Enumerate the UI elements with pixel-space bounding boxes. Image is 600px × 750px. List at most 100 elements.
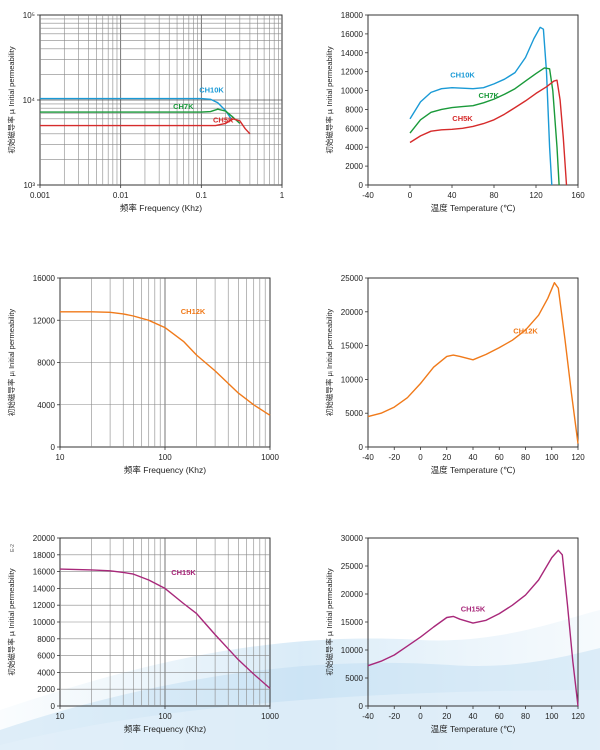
series-label-ch7k: CH7K (173, 102, 194, 111)
y-tick-label: 20000 (33, 534, 56, 543)
x-tick-label: 100 (545, 712, 559, 721)
x-axis-label: 频率 Frequency (Khz) (124, 465, 206, 475)
y-tick-label: 10000 (341, 87, 364, 96)
x-tick-label: 60 (495, 712, 504, 721)
x-tick-label: 160 (571, 191, 585, 200)
x-tick-label: 10 (56, 453, 65, 462)
y-axis-label: 初始磁导率 μᵢ Initial permeability (324, 46, 334, 153)
x-tick-label: 0.01 (113, 191, 129, 200)
x-axis-label: 温度 Temperature (℃) (431, 724, 516, 734)
plot-frame (367, 14, 579, 186)
y-tick-label: 14000 (341, 49, 364, 58)
x-tick-label: 0 (418, 712, 423, 721)
y-tick-label: 0 (359, 443, 364, 452)
series-label-ch15k: CH15K (461, 604, 486, 613)
series-label-ch10k: CH10K (450, 70, 475, 79)
x-tick-label: 10 (56, 712, 65, 721)
y-tick-label: 25000 (341, 274, 364, 283)
y-tick-label: 4000 (345, 143, 363, 152)
x-tick-label: 100 (158, 712, 172, 721)
y-tick-label: 5000 (345, 674, 363, 683)
background-wave-decoration (0, 610, 600, 750)
series-label-ch10k: CH10K (199, 86, 224, 95)
series-line-ch7k (409, 67, 560, 186)
x-tick-label: 0.001 (30, 191, 51, 200)
x-tick-label: 60 (495, 453, 504, 462)
x-tick-label: 80 (521, 712, 530, 721)
series-line-ch10k (409, 26, 553, 186)
chart-6: -40 -20 0 20 40 60 80 100 120 0 5000 10000 15000 2000… (324, 534, 585, 734)
series-label-ch5k: CH5K (452, 114, 473, 123)
y-tick-label: 0 (359, 702, 364, 711)
y-tick-label: 0 (51, 443, 56, 452)
x-tick-label: 0 (418, 453, 423, 462)
x-tick-label: -20 (388, 712, 400, 721)
y-axis-label: 初始磁导率 μᵢ Initial permeability (324, 309, 334, 416)
tiny-mark: E-2 (10, 544, 16, 552)
y-tick-label: 4000 (37, 668, 55, 677)
x-tick-label: 0 (408, 191, 413, 200)
plot-frame (367, 537, 579, 707)
y-tick-label: 12000 (33, 601, 56, 610)
y-tick-label: 16000 (33, 568, 56, 577)
y-tick-label: 10000 (341, 646, 364, 655)
y-tick-label: 25000 (341, 562, 364, 571)
x-tick-label: 0.1 (196, 191, 208, 200)
series-line-ch12k (367, 282, 579, 444)
y-tick-label: 14000 (33, 584, 56, 593)
y-tick-label: 15000 (341, 342, 364, 351)
series-line-ch5k (409, 79, 568, 186)
y-axis-label: 初始磁导率 μᵢ Initial permeability (6, 46, 16, 153)
grid-lines (60, 538, 270, 706)
y-tick-label: 18000 (341, 11, 364, 20)
series-line-ch12k (60, 311, 271, 416)
x-tick-label: 120 (529, 191, 543, 200)
y-tick-label: 2000 (37, 685, 55, 694)
x-axis-label: 温度 Temperature (℃) (431, 465, 516, 475)
y-tick-label: 10000 (341, 375, 364, 384)
x-tick-label: -40 (362, 712, 374, 721)
x-tick-label: 120 (571, 453, 585, 462)
x-tick-label: -40 (362, 453, 374, 462)
x-tick-label: 40 (448, 191, 457, 200)
x-tick-label: -40 (362, 191, 374, 200)
x-tick-label: -20 (388, 453, 400, 462)
y-tick-label: 2000 (345, 162, 363, 171)
y-tick-label: 8000 (37, 635, 55, 644)
chart-5: 10 100 10000200040006000800010000120001400… (6, 534, 279, 734)
y-tick-label: 16000 (341, 30, 364, 39)
plot-frame (367, 277, 579, 448)
x-axis-label: 频率 Frequency (Khz) (120, 203, 202, 213)
y-tick-label: 30000 (341, 534, 364, 543)
y-tick-label: 4000 (37, 401, 55, 410)
y-tick-label: 10⁴ (23, 96, 36, 105)
chart-3: 10 100 1000 0 4000 8000 12000 16000 频率 Frequency… (6, 274, 279, 475)
y-axis-label: 初始磁导率 μᵢ Initial permeability (6, 309, 16, 416)
series-line-ch10k (40, 97, 233, 121)
x-tick-label: 80 (490, 191, 499, 200)
series-line-ch7k (40, 108, 241, 124)
series-line-ch15k (367, 549, 579, 707)
y-tick-label: 8000 (37, 359, 55, 368)
grid-lines (60, 278, 270, 447)
y-tick-label: 16000 (33, 274, 56, 283)
x-axis-label: 频率 Frequency (Khz) (124, 724, 206, 734)
chart-2: -40 0 40 80 120 16002000400060008000100001200… (324, 11, 585, 213)
grid-lines (40, 15, 282, 185)
chart-4: -40 -20 0 20 40 60 80 100 120 0 5000 10000 15000 2000… (324, 274, 585, 475)
x-tick-label: 100 (158, 453, 172, 462)
series-line-ch15k (59, 568, 271, 689)
y-tick-label: 6000 (345, 124, 363, 133)
series-label-ch7k: CH7K (479, 91, 500, 100)
x-tick-label: 40 (469, 712, 478, 721)
y-axis-label: 初始磁导率 μᵢ Initial permeability (6, 568, 16, 675)
y-tick-label: 0 (359, 181, 364, 190)
y-axis-label: 初始磁导率 μᵢ Initial permeability (324, 568, 334, 675)
series-label-ch12k: CH12K (513, 326, 538, 335)
x-tick-label: 100 (545, 453, 559, 462)
y-tick-label: 12000 (341, 68, 364, 77)
x-tick-label: 1 (280, 191, 285, 200)
x-tick-label: 1000 (261, 712, 279, 721)
y-tick-label: 5000 (345, 409, 363, 418)
